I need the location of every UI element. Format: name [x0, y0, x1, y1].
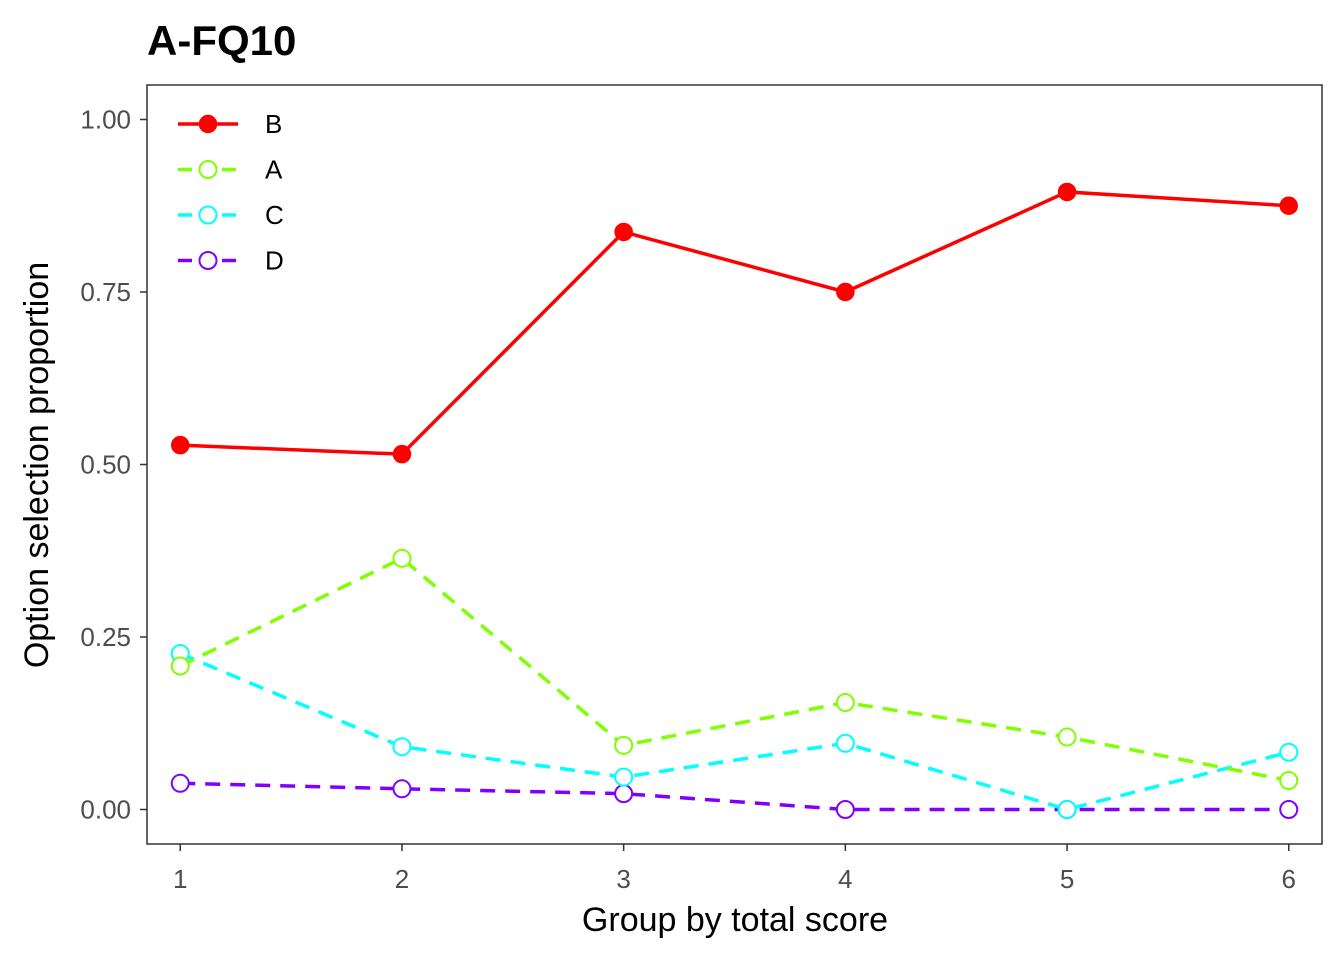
legend-item-D: D: [178, 246, 284, 276]
data-point-A: [1057, 727, 1077, 747]
data-point-A: [1279, 771, 1299, 791]
data-point-B: [1057, 182, 1077, 202]
y-tick-label: 0.25: [80, 622, 131, 652]
data-point-D: [392, 779, 412, 799]
data-point-A: [835, 693, 855, 713]
x-tick-label: 2: [395, 864, 409, 894]
legend-label-A: A: [265, 155, 283, 185]
series-A: [170, 548, 1299, 791]
legend-item-B: B: [178, 109, 282, 139]
series-line-A: [179, 556, 1290, 783]
data-point-B: [836, 282, 855, 302]
data-point-A: [392, 548, 412, 568]
data-point-A: [614, 735, 634, 755]
series-line-D: [180, 781, 1289, 812]
chart-title: A-FQ10: [147, 17, 296, 64]
series-line-C: [179, 651, 1290, 812]
legend-marker-A: [198, 160, 218, 179]
y-tick-label: 0.75: [80, 277, 131, 307]
x-tick-label: 6: [1282, 864, 1296, 894]
legend-item-A: A: [178, 155, 283, 185]
data-point-D: [614, 784, 634, 804]
x-tick-label: 1: [173, 864, 187, 894]
series-B: [171, 182, 1298, 464]
data-point-D: [835, 800, 855, 819]
plot-panel: [146, 84, 1323, 845]
data-point-B: [614, 222, 633, 242]
data-point-C: [392, 737, 412, 757]
y-tick-label: 0.00: [80, 795, 131, 825]
data-point-C: [835, 733, 855, 753]
legend-marker-B: [198, 114, 218, 134]
series-C: [170, 644, 1299, 819]
data-point-D: [1279, 800, 1299, 819]
data-point-B: [1279, 196, 1298, 215]
data-point-A: [170, 656, 190, 676]
y-tick-label: 1.00: [80, 105, 131, 135]
legend-label-C: C: [265, 200, 284, 230]
legend-marker-C: [198, 205, 218, 225]
data-series: [170, 182, 1299, 819]
data-point-C: [614, 767, 634, 787]
y-axis-title: Option selection proportion: [18, 262, 56, 668]
y-tick-label: 0.50: [80, 450, 131, 480]
x-axis-title: Group by total score: [582, 901, 888, 939]
x-tick-label: 4: [838, 864, 852, 894]
data-point-B: [392, 444, 412, 464]
data-point-B: [171, 435, 190, 455]
axes: 1 2 3 4 5 6 0.00 0.25 0.50 0.75 1.00: [80, 105, 1296, 895]
data-point-C: [1057, 800, 1077, 819]
series-line-B: [180, 190, 1289, 456]
x-tick-label: 3: [616, 864, 630, 894]
x-tick-label: 5: [1060, 864, 1074, 894]
legend-label-D: D: [265, 246, 284, 276]
legend-marker-D: [198, 251, 218, 270]
legend-label-B: B: [265, 109, 282, 139]
legend-item-C: C: [178, 200, 284, 230]
data-point-C: [1279, 742, 1299, 762]
data-point-D: [170, 773, 190, 793]
